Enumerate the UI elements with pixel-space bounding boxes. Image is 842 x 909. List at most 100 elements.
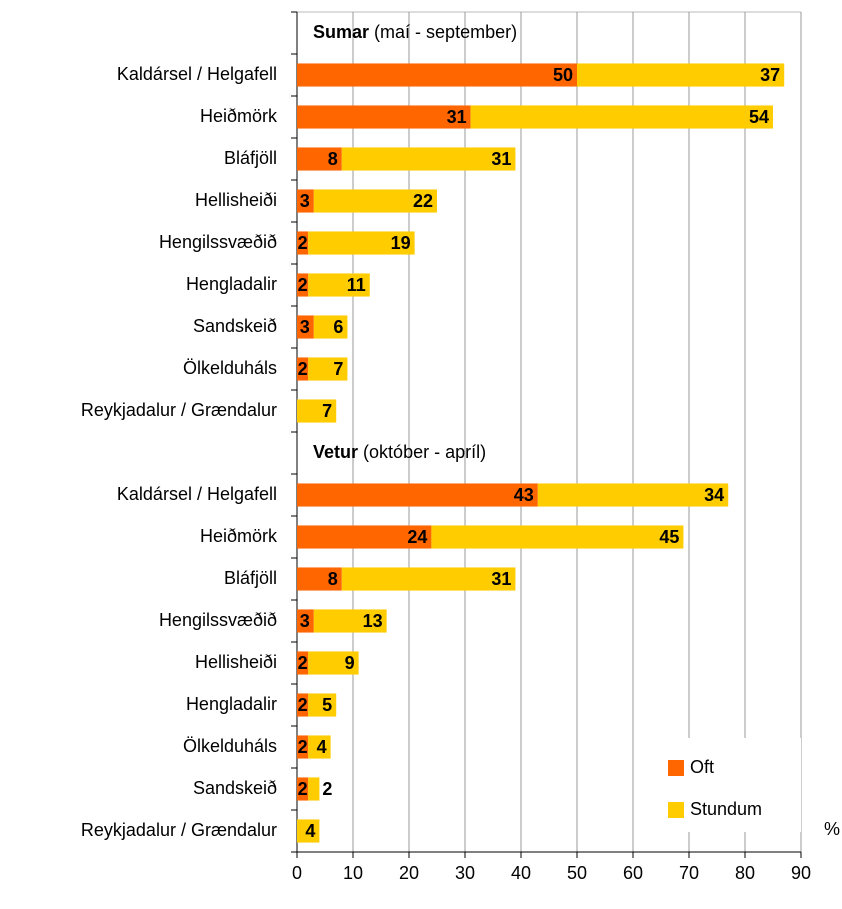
bar [297, 231, 309, 255]
y-tick-label: Hellisheiði [195, 190, 277, 210]
value-label: 31 [491, 569, 511, 589]
value-label: 7 [333, 359, 343, 379]
bar [297, 483, 538, 507]
x-tick-label: 70 [679, 863, 699, 883]
bar [297, 567, 342, 591]
value-label: 24 [407, 527, 427, 547]
annotation-bold: Vetur [313, 442, 358, 462]
value-label: 22 [413, 191, 433, 211]
bar [431, 525, 684, 549]
value-label: 31 [447, 107, 467, 127]
y-tick-label: Sandskeið [193, 778, 277, 798]
bar [297, 273, 309, 297]
value-label: 19 [391, 233, 411, 253]
y-tick-label: Hengladalir [186, 694, 277, 714]
annotation-bold: Sumar [313, 22, 369, 42]
bar [308, 735, 331, 759]
value-label: 4 [305, 821, 315, 841]
bar [308, 357, 348, 381]
annotation-text: (maí - september) [374, 22, 517, 42]
bar [297, 189, 314, 213]
y-tick-label: Kaldársel / Helgafell [117, 484, 277, 504]
x-axis-label: % [824, 819, 840, 839]
value-label: 2 [298, 737, 308, 757]
legend-swatch [668, 760, 684, 776]
y-tick-label: Heiðmörk [200, 526, 278, 546]
value-label: 2 [298, 779, 308, 799]
value-label: 8 [328, 569, 338, 589]
bar [297, 357, 309, 381]
value-label: 2 [298, 275, 308, 295]
bar [577, 63, 785, 87]
value-label: 43 [514, 485, 534, 505]
x-tick-label: 90 [791, 863, 811, 883]
y-tick-label: Hengladalir [186, 274, 277, 294]
bar [308, 693, 337, 717]
y-tick-label: Bláfjöll [224, 148, 277, 168]
value-label: 34 [704, 485, 724, 505]
x-tick-label: 80 [735, 863, 755, 883]
y-tick-label: Heiðmörk [200, 106, 278, 126]
value-label: 3 [300, 611, 310, 631]
value-label: 45 [659, 527, 679, 547]
bar [297, 693, 309, 717]
value-label: 4 [317, 737, 327, 757]
x-tick-label: 60 [623, 863, 643, 883]
value-label: 37 [760, 65, 780, 85]
y-tick-label: Hellisheiði [195, 652, 277, 672]
bar [297, 819, 320, 843]
bar [470, 105, 773, 129]
legend-label: Stundum [690, 799, 762, 819]
bar [537, 483, 729, 507]
value-label: 2 [298, 233, 308, 253]
bar [341, 567, 516, 591]
annotation: Vetur (október - apríl) [313, 442, 486, 462]
legend-label: Oft [690, 757, 714, 777]
bar [297, 399, 337, 423]
x-tick-label: 20 [399, 863, 419, 883]
bar [297, 105, 471, 129]
bar [297, 735, 309, 759]
value-label: 2 [298, 359, 308, 379]
bar [313, 315, 348, 339]
bar [297, 777, 309, 801]
value-label: 31 [491, 149, 511, 169]
x-tick-label: 40 [511, 863, 531, 883]
value-label: 54 [749, 107, 769, 127]
value-label: 3 [300, 317, 310, 337]
x-tick-label: 30 [455, 863, 475, 883]
bar [297, 609, 314, 633]
bar [308, 777, 320, 801]
value-label: 2 [322, 779, 332, 799]
y-tick-label: Hengilssvæðið [159, 610, 277, 630]
y-tick-label: Reykjadalur / Grændalur [81, 820, 277, 840]
value-label: 5 [322, 695, 332, 715]
bar [297, 525, 432, 549]
bar [297, 651, 309, 675]
bar [297, 147, 342, 171]
value-label: 9 [345, 653, 355, 673]
value-label: 6 [333, 317, 343, 337]
bar [308, 651, 359, 675]
legend-swatch [668, 802, 684, 818]
y-tick-label: Bláfjöll [224, 568, 277, 588]
y-tick-label: Hengilssvæðið [159, 232, 277, 252]
value-label: 7 [322, 401, 332, 421]
y-tick-label: Kaldársel / Helgafell [117, 64, 277, 84]
x-tick-label: 50 [567, 863, 587, 883]
annotation: Sumar (maí - september) [313, 22, 517, 42]
bar [308, 273, 370, 297]
value-label: 50 [553, 65, 573, 85]
value-label: 8 [328, 149, 338, 169]
annotation-text: (október - apríl) [363, 442, 486, 462]
value-label: 2 [298, 653, 308, 673]
bar [297, 315, 314, 339]
bar [313, 189, 437, 213]
value-label: 11 [347, 275, 366, 295]
y-tick-label: Ölkelduháls [183, 736, 277, 756]
bar [341, 147, 516, 171]
value-label: 3 [300, 191, 310, 211]
bar [308, 231, 415, 255]
x-tick-label: 0 [292, 863, 302, 883]
